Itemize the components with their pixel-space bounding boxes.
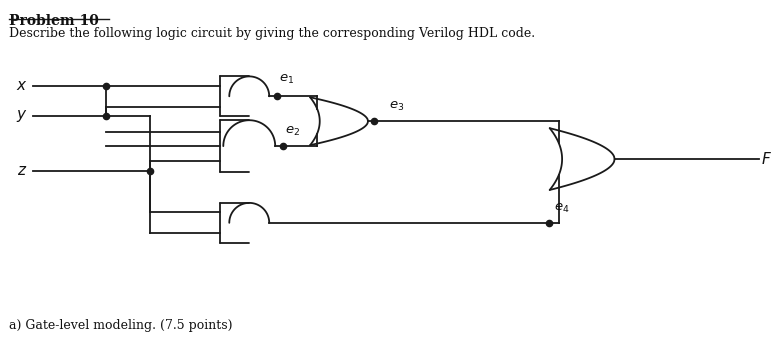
Text: a) Gate-level modeling. (7.5 points): a) Gate-level modeling. (7.5 points) [9,319,233,332]
Text: $e_3$: $e_3$ [389,100,404,113]
Text: $z$: $z$ [17,164,27,178]
Text: $e_2$: $e_2$ [285,125,300,138]
Text: $y$: $y$ [16,108,27,124]
Text: Problem 10: Problem 10 [9,14,99,28]
Text: Describe the following logic circuit by giving the corresponding Verilog HDL cod: Describe the following logic circuit by … [9,27,535,40]
Text: $x$: $x$ [16,79,27,93]
Text: $F$: $F$ [761,151,772,167]
Text: $e_4$: $e_4$ [554,202,569,215]
Text: $e_1$: $e_1$ [280,73,294,86]
